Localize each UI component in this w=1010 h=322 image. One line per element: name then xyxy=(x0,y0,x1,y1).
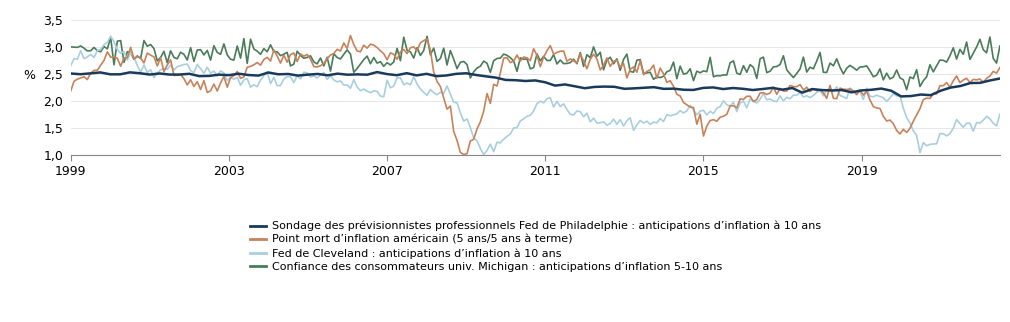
Legend: Sondage des prévisionnistes professionnels Fed de Philadelphie : anticipations d: Sondage des prévisionnistes professionne… xyxy=(249,221,821,272)
Y-axis label: %: % xyxy=(23,69,35,82)
